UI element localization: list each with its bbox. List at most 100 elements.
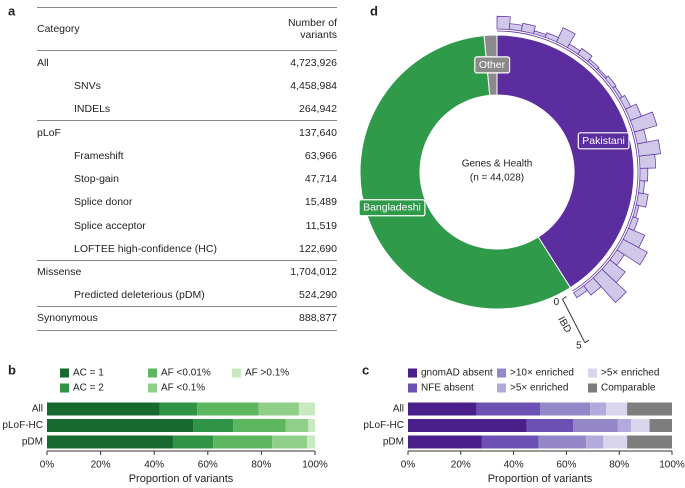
slice-label-box [474, 56, 511, 74]
table-row: INDELs 264,942 [37, 98, 337, 121]
table-row: SNVs 4,458,984 [37, 74, 337, 97]
legend-label: Comparable [601, 383, 656, 394]
category-cell: Missense [37, 266, 82, 279]
slice-label-text: Other [479, 59, 506, 71]
table-row: Stop-gain 47,714 [37, 167, 337, 190]
count-cell: 4,458,984 [290, 79, 337, 92]
y-tick-label: pDM [22, 437, 43, 448]
category-cell: SNVs [74, 79, 101, 92]
panel-label: a [8, 3, 16, 18]
bar-segment [590, 402, 606, 416]
count-cell: 63,966 [304, 149, 337, 162]
legend-label: AC = 2 [73, 383, 104, 394]
scale-bar [562, 298, 586, 343]
legend-label: AC = 1 [73, 368, 104, 379]
slice-label: Pakistani [577, 132, 630, 150]
ibd-bar [496, 15, 511, 30]
table-row: Predicted deleterious (pDM) 524,290 [37, 284, 337, 308]
ibd-bar [612, 85, 623, 99]
bar-segment [606, 402, 628, 416]
bar-segment [408, 402, 477, 416]
count-cell: 47,714 [304, 173, 337, 186]
legend-swatch [588, 383, 597, 393]
bar-segment [47, 402, 160, 416]
count-cell: 137,640 [299, 126, 337, 139]
legend-label: AF <0.01% [161, 368, 211, 379]
table-body: All 4,723,926 SNVs 4,458,984 INDELs 264,942 pL… [37, 51, 337, 331]
header-cell: Category [37, 23, 80, 35]
table-header: Category Number of variants [37, 7, 337, 51]
bar-segment [481, 435, 539, 449]
table-row: Frameshift 63,966 [37, 144, 337, 167]
scale-label: IBD [555, 315, 573, 335]
bar-segment [306, 435, 315, 449]
legend-swatch [60, 368, 69, 378]
bar-segment [526, 419, 573, 432]
y-tick-label: pLoF-HC [2, 420, 43, 431]
legend-label: >5× enriched [510, 383, 568, 394]
category-cell: Splice acceptor [74, 219, 146, 232]
bar-segment [285, 419, 309, 432]
count-cell: 4,723,926 [290, 56, 337, 69]
x-tick-label: 20% [91, 460, 111, 471]
bar-segment [258, 402, 299, 416]
bar-segment [233, 419, 286, 432]
x-axis-label: Proportion of variants [488, 473, 593, 485]
x-tick-label: 60% [556, 460, 576, 471]
category-cell: pLoF [37, 126, 61, 139]
x-tick-label: 80% [251, 460, 271, 471]
count-cell: 888,877 [299, 312, 337, 325]
table-row: pLoF 137,640 [37, 121, 337, 144]
ibd-bar [521, 22, 536, 35]
legend-label: gnomAD absent [421, 368, 493, 379]
ibd-bar [638, 154, 656, 169]
category-cell: Synonymous [37, 312, 98, 325]
legend-label: >10× enriched [510, 368, 574, 379]
bar-segment [47, 419, 194, 432]
bar-segment [298, 402, 315, 416]
bar-segment [272, 435, 307, 449]
bar-segment [159, 402, 198, 416]
center-subtitle: (n = 44,028) [470, 173, 524, 184]
ibd-bar [508, 23, 523, 32]
ibd-bar [638, 180, 645, 195]
ibd-bar [556, 27, 576, 49]
y-tick-label: pLoF-HC [363, 420, 404, 431]
bar-segment [193, 419, 234, 432]
slice-label-box [577, 132, 630, 150]
legend-swatch [148, 383, 157, 393]
x-axis-label: Proportion of variants [129, 473, 234, 485]
slice-label-box [358, 199, 426, 217]
bar-segment [172, 435, 214, 449]
table-row: Splice acceptor 11,519 [37, 214, 337, 237]
bar-segment [649, 419, 672, 432]
legend-swatch [408, 368, 417, 378]
legend-swatch [148, 368, 157, 378]
count-cell: 122,690 [299, 242, 337, 255]
ibd-bar [633, 128, 648, 145]
ibd-bar [604, 75, 617, 89]
bar-segment [586, 435, 604, 449]
donut-slice [359, 35, 572, 310]
table-row: Splice donor 15,489 [37, 191, 337, 214]
legend-label: AF <0.1% [161, 383, 205, 394]
count-cell: 524,290 [299, 289, 337, 302]
ibd-bar [587, 58, 600, 71]
bar-segment [538, 435, 587, 449]
bar-segment [631, 419, 650, 432]
x-tick-label: 0% [401, 460, 416, 471]
slice-label: Bangladeshi [358, 199, 426, 217]
bar-segment [540, 402, 591, 416]
legend-swatch [232, 368, 241, 378]
category-cell: All [37, 56, 49, 69]
slice-label: Other [474, 56, 511, 74]
x-tick-label: 80% [609, 460, 629, 471]
scale-tick [584, 339, 590, 344]
ibd-bar [544, 32, 560, 43]
bar-segment [408, 435, 482, 449]
x-tick-label: 20% [451, 460, 471, 471]
ibd-bar [566, 43, 581, 55]
table-row: Synonymous 888,877 [37, 307, 337, 331]
